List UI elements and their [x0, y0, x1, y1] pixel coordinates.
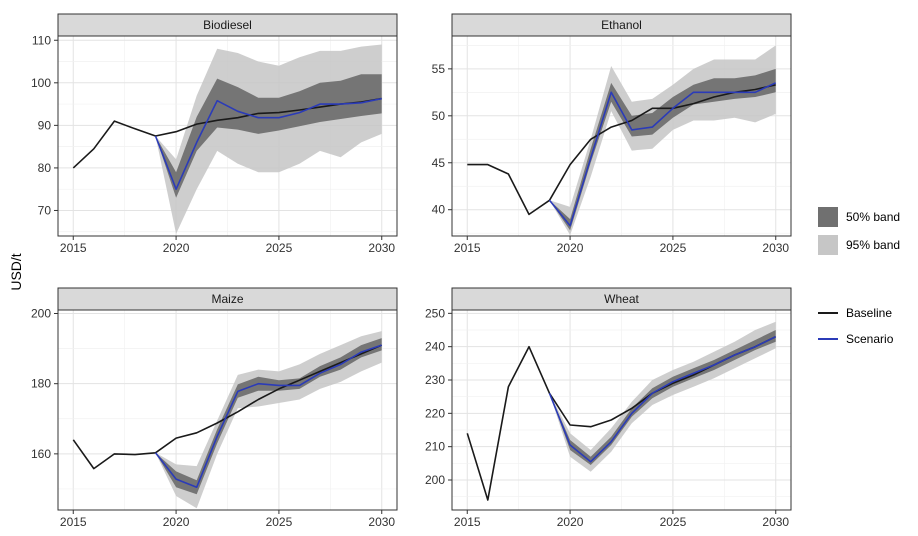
x-tick-label: 2015 — [60, 241, 87, 255]
gridlines — [58, 310, 397, 510]
y-tick-label: 200 — [425, 473, 445, 487]
legend-label-95-band: 95% band — [846, 238, 900, 252]
y-tick-label: 90 — [38, 118, 52, 132]
legend-swatch-50-band — [818, 207, 838, 227]
series-line-baseline — [72, 97, 382, 169]
series-line-scenario — [548, 335, 777, 463]
x-tick-label: 2015 — [454, 241, 481, 255]
y-tick-label: 110 — [32, 33, 51, 47]
x-tick-label: 2020 — [557, 241, 584, 255]
y-tick-label: 220 — [425, 406, 445, 420]
series-line-baseline — [467, 84, 776, 216]
panel-border — [451, 35, 792, 237]
x-tick-label: 2020 — [163, 515, 190, 529]
x-tick-label: 2025 — [266, 241, 293, 255]
y-tick-label: 40 — [432, 203, 446, 217]
panel-border — [451, 309, 792, 511]
y-tick-label: 210 — [425, 440, 445, 454]
series-line-scenario — [154, 344, 382, 488]
panel-biodiesel: Biodiesel 2015 2020 2025 2030 70 80 90 100 110 — [31, 13, 398, 255]
legend-label-baseline: Baseline — [846, 306, 892, 320]
x-tick-label: 2020 — [163, 241, 190, 255]
y-tick-label: 55 — [432, 62, 446, 76]
legend-swatch-95-band — [818, 235, 838, 255]
y-axis-label: USD/t — [8, 253, 24, 290]
y-tick-label: 160 — [31, 447, 51, 461]
facet-title: Ethanol — [601, 18, 642, 32]
panel-border — [57, 309, 398, 511]
facet-title: Maize — [211, 292, 243, 306]
x-tick-label: 2030 — [762, 241, 789, 255]
y-tick-label: 240 — [425, 340, 445, 354]
panel-maize: Maize 2015 2020 2025 2030 160 180 200 — [31, 287, 398, 529]
facet-title: Biodiesel — [203, 18, 252, 32]
x-tick-label: 2030 — [368, 241, 395, 255]
y-tick-label: 180 — [31, 377, 51, 391]
y-tick-label: 50 — [432, 109, 446, 123]
y-tick-label: 200 — [31, 307, 51, 321]
panel-ethanol: Ethanol 2015 2020 2025 2030 40 45 50 55 — [432, 13, 792, 255]
x-tick-label: 2025 — [660, 515, 687, 529]
series-line-scenario — [154, 97, 382, 190]
series-line-baseline — [72, 344, 383, 470]
y-tick-label: 80 — [38, 161, 52, 175]
y-tick-label: 45 — [432, 156, 446, 170]
x-tick-label: 2025 — [266, 515, 293, 529]
legend-label-50-band: 50% band — [846, 210, 900, 224]
x-tick-label: 2020 — [557, 515, 584, 529]
legend-label-scenario: Scenario — [846, 332, 894, 346]
band-50 — [155, 338, 382, 495]
y-tick-label: 230 — [425, 373, 445, 387]
series-line-scenario — [548, 82, 777, 227]
panel-wheat: Wheat 2015 2020 2025 2030 200 210 220 230 240 250 — [425, 287, 792, 529]
band-50 — [155, 74, 382, 198]
x-tick-label: 2015 — [60, 515, 87, 529]
y-tick-label: 250 — [425, 306, 445, 320]
band-50 — [549, 330, 776, 465]
y-tick-label: 70 — [38, 203, 52, 217]
legend: 50% band 95% band Baseline Scenario — [818, 207, 900, 346]
x-tick-label: 2030 — [368, 515, 395, 529]
facet-title: Wheat — [604, 292, 639, 306]
band-95 — [155, 331, 382, 509]
x-tick-label: 2030 — [762, 515, 789, 529]
x-tick-label: 2025 — [660, 241, 687, 255]
y-tick-label: 100 — [31, 76, 51, 90]
panel-border — [57, 35, 398, 237]
x-tick-label: 2015 — [454, 515, 481, 529]
